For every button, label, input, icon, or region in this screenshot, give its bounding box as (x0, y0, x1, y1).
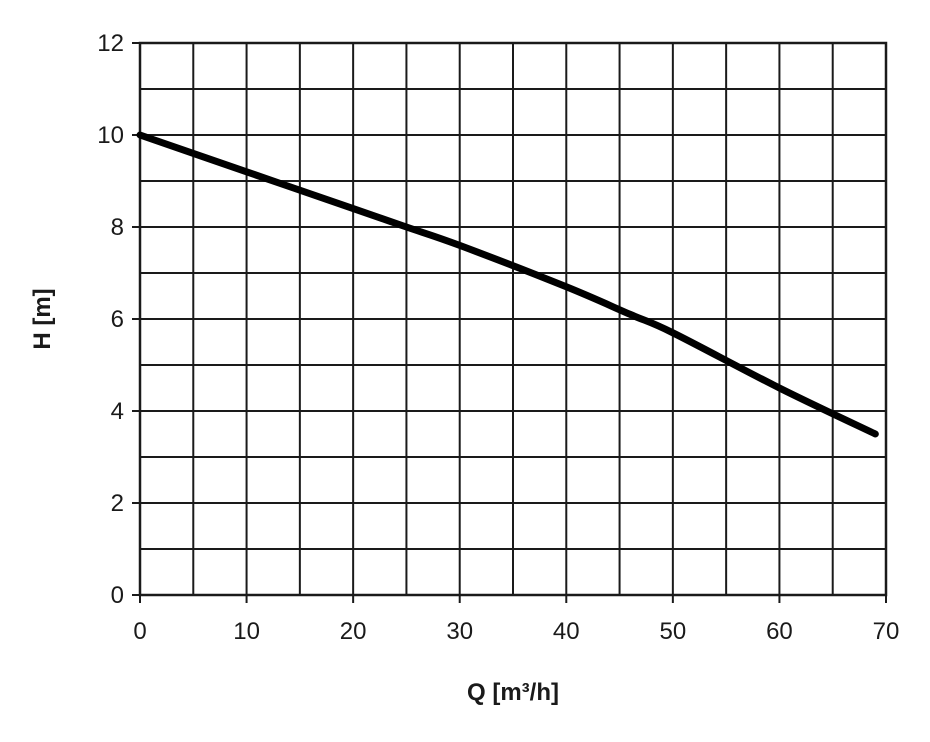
y-tick-label: 4 (111, 398, 124, 425)
x-tick-label: 50 (660, 618, 687, 645)
y-tick-label: 8 (111, 214, 124, 241)
y-tick-label: 2 (111, 490, 124, 517)
x-tick-label: 20 (340, 618, 367, 645)
grid (140, 43, 886, 595)
x-axis-title: Q [m³/h] (467, 679, 559, 706)
x-tick-label: 30 (446, 618, 473, 645)
x-tick-label: 70 (873, 618, 900, 645)
pump-head-curve (136, 131, 879, 438)
x-tick-label: 0 (133, 618, 146, 645)
y-tick-label: 10 (97, 122, 124, 149)
x-tick-label: 60 (766, 618, 793, 645)
y-axis-title: H [m] (29, 288, 56, 349)
x-tick-label: 10 (233, 618, 260, 645)
y-axis-ticks: 0 2 4 6 8 10 12 (97, 30, 140, 609)
y-tick-label: 12 (97, 30, 124, 57)
x-tick-label: 40 (553, 618, 580, 645)
y-tick-label: 6 (111, 306, 124, 333)
y-tick-label: 0 (111, 582, 124, 609)
x-axis-ticks: 0 10 20 30 40 50 60 70 (133, 595, 899, 645)
